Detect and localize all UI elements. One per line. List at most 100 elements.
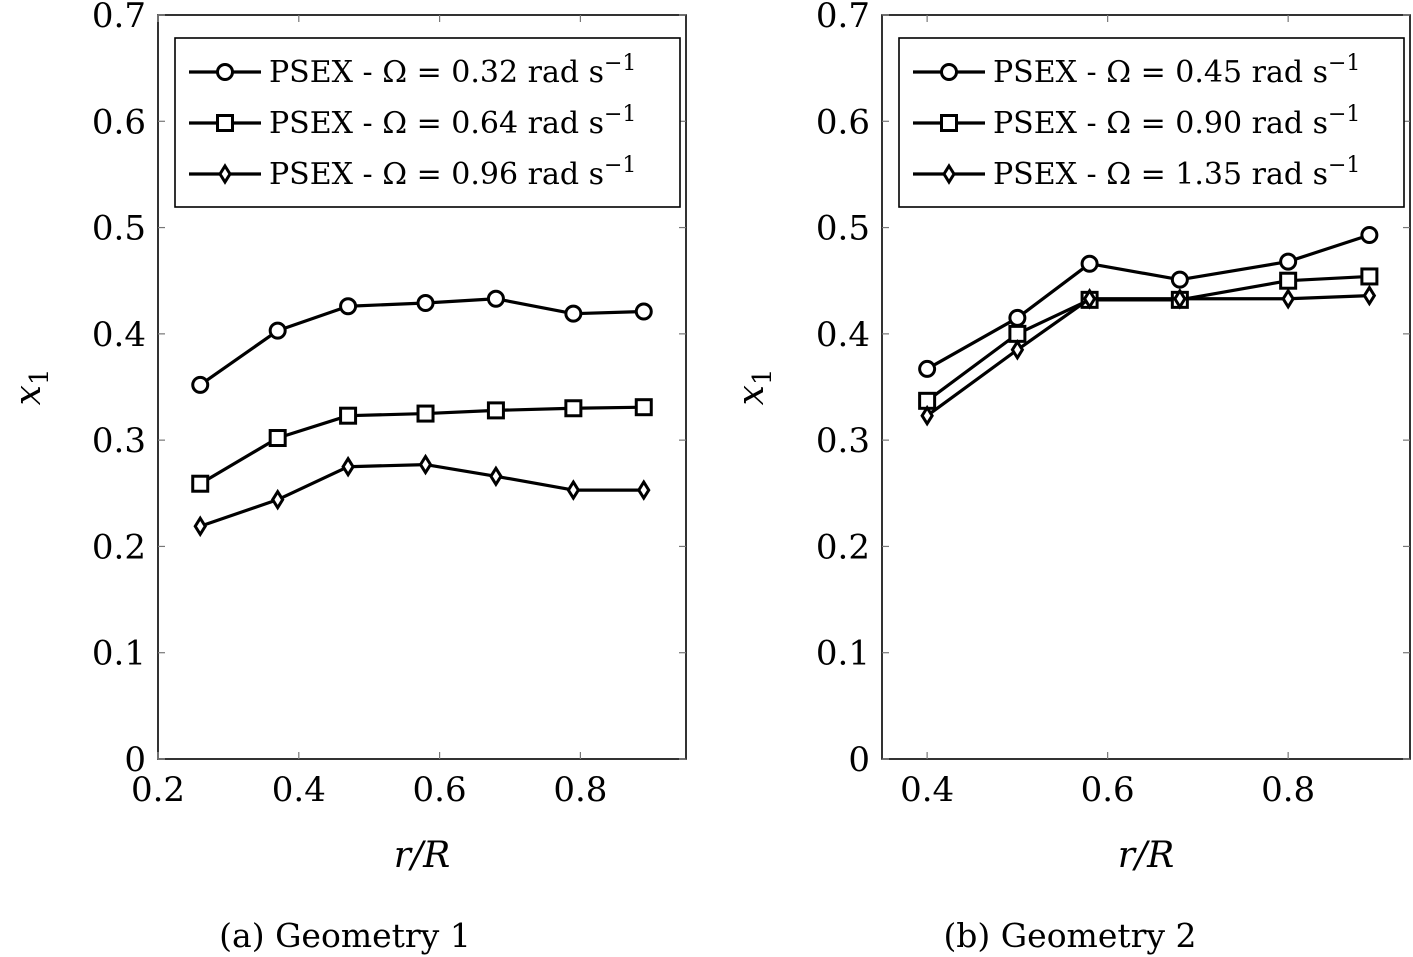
y-axis-label: x1 xyxy=(731,369,778,406)
legend: PSEX - Ω = 0.45 rad s−1 PSEX - Ω = 0.90 r… xyxy=(898,37,1405,208)
data-point-square xyxy=(564,399,583,418)
series-diamond xyxy=(920,284,1377,427)
x-tick-label: 0.6 xyxy=(1081,770,1135,810)
y-tick-label: 0.3 xyxy=(816,421,870,461)
y-tick-label: 0 xyxy=(124,740,146,780)
y-tick-label: 0.1 xyxy=(92,634,146,674)
data-point-square xyxy=(634,398,653,417)
y-tick-label: 0.7 xyxy=(92,0,146,36)
legend-marker-circle xyxy=(940,63,958,81)
y-tick-label: 0.2 xyxy=(816,527,870,567)
data-point-circle xyxy=(564,304,583,323)
data-point-circle xyxy=(191,375,210,394)
x-axis-label: r/R xyxy=(394,835,450,876)
legend-exponent: −1 xyxy=(1328,102,1360,127)
legend-marker-diamond xyxy=(218,163,232,185)
data-point-circle xyxy=(486,289,505,308)
legend: PSEX - Ω = 0.32 rad s−1 PSEX - Ω = 0.64 r… xyxy=(174,37,681,208)
y-tick-label: 0.5 xyxy=(816,209,870,249)
legend-label: PSEX - Ω = 0.96 rad s−1 xyxy=(269,153,636,192)
data-point-circle xyxy=(1279,252,1298,271)
x-tick-label: 0.8 xyxy=(1261,770,1315,810)
series-line xyxy=(926,274,1370,403)
data-point-square xyxy=(339,406,358,425)
series-line xyxy=(926,233,1370,371)
legend-label: PSEX - Ω = 0.45 rad s−1 xyxy=(993,51,1360,90)
y-tick-label: 0 xyxy=(848,740,870,780)
data-point-circle xyxy=(1170,270,1189,289)
data-point-diamond xyxy=(1362,284,1377,307)
series-diamond xyxy=(193,453,651,538)
x-tick-label: 0.2 xyxy=(131,770,185,810)
subfigure-caption: (b) Geometry 2 xyxy=(943,916,1196,955)
y-tick-label: 0.7 xyxy=(816,0,870,36)
legend-label: PSEX - Ω = 0.64 rad s−1 xyxy=(269,102,636,141)
y-axis-label-subscript: 1 xyxy=(25,369,55,386)
data-point-diamond xyxy=(1082,287,1097,310)
y-tick-label: 0.4 xyxy=(816,315,870,355)
series-circle xyxy=(918,226,1379,378)
data-point-circle xyxy=(1080,254,1099,273)
series-line xyxy=(926,293,1370,417)
data-point-circle xyxy=(416,294,435,313)
y-tick-label: 0.4 xyxy=(92,315,146,355)
data-point-square xyxy=(268,429,287,448)
y-axis-label: x1 xyxy=(8,369,55,406)
x-tick-label: 0.8 xyxy=(553,770,607,810)
plot-frame xyxy=(157,14,687,760)
legend-marker-square xyxy=(216,114,234,132)
y-tick-label: 0.6 xyxy=(816,102,870,142)
data-point-diamond xyxy=(1010,338,1025,361)
legend-exponent: −1 xyxy=(1328,51,1360,76)
plot-frame xyxy=(881,14,1411,760)
data-point-diamond xyxy=(1281,287,1295,310)
data-point-diamond xyxy=(341,455,355,478)
legend-marker-diamond xyxy=(942,163,956,185)
data-point-diamond xyxy=(270,488,285,511)
x-tick-label: 0.4 xyxy=(272,770,326,810)
data-point-square xyxy=(1360,267,1379,286)
data-point-circle xyxy=(634,302,653,321)
y-tick-label: 0.2 xyxy=(92,527,146,567)
legend-label: PSEX - Ω = 0.32 rad s−1 xyxy=(269,51,636,90)
y-axis-label-subscript: 1 xyxy=(748,369,778,386)
legend-exponent: −1 xyxy=(1328,153,1360,178)
chart-b: 0 0.1 0.2 0.3 0.4 0.5 0.6 0.7 0.4 0.6 0.8 r/R x1 PSEX… xyxy=(731,0,1411,955)
x-tick-label: 0.4 xyxy=(900,770,954,810)
data-point-circle xyxy=(918,359,937,378)
data-point-diamond xyxy=(636,479,651,501)
y-tick-label: 0.1 xyxy=(816,634,870,674)
legend-exponent: −1 xyxy=(604,102,636,127)
legend-marker-circle xyxy=(216,63,234,81)
series-circle xyxy=(191,289,653,394)
data-point-diamond xyxy=(566,479,581,501)
x-axis-label: r/R xyxy=(1118,835,1174,876)
subfigure-caption: (a) Geometry 1 xyxy=(219,916,471,955)
legend-marker-square xyxy=(940,114,958,132)
data-point-circle xyxy=(1008,308,1027,327)
data-point-square xyxy=(191,474,210,493)
legend-label: PSEX - Ω = 0.90 rad s−1 xyxy=(993,102,1360,141)
data-point-square xyxy=(416,404,435,423)
series-square xyxy=(191,398,653,493)
data-point-square xyxy=(1279,271,1298,290)
series-line xyxy=(199,462,644,528)
data-point-square xyxy=(486,401,505,420)
y-tick-label: 0.6 xyxy=(92,102,146,142)
data-point-circle xyxy=(1360,226,1379,245)
legend-exponent: −1 xyxy=(604,51,636,76)
series-square xyxy=(918,267,1379,410)
legend-label: PSEX - Ω = 1.35 rad s−1 xyxy=(993,153,1360,192)
data-point-diamond xyxy=(920,404,934,427)
chart-a: 0 0.1 0.2 0.3 0.4 0.5 0.6 0.7 0.2 0.4 0.6 0.8 r/R x1 P… xyxy=(8,0,687,955)
data-point-diamond xyxy=(489,465,503,488)
y-tick-label: 0.3 xyxy=(92,421,146,461)
data-point-diamond xyxy=(193,515,208,538)
data-point-circle xyxy=(268,321,287,340)
data-point-diamond xyxy=(1173,287,1187,310)
data-point-circle xyxy=(339,297,358,316)
y-tick-label: 0.5 xyxy=(92,209,146,249)
legend-exponent: −1 xyxy=(604,153,636,178)
x-tick-label: 0.6 xyxy=(413,770,467,810)
